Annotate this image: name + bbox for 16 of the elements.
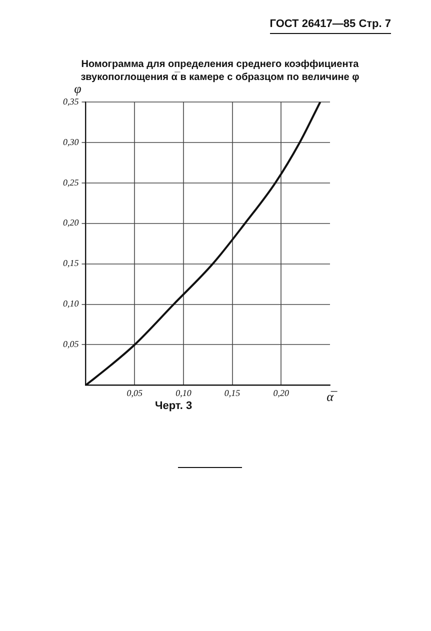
y-tick-label: 0,20 [63, 218, 80, 228]
y-tick-label: 0,10 [63, 298, 80, 309]
x-tick-label: 0,20 [273, 388, 290, 398]
y-tick-label: 0,25 [63, 177, 80, 188]
y-tick-label: 0,35 [63, 96, 80, 106]
y-tick-label: 0,15 [63, 258, 80, 268]
y-axis-title: φ [74, 80, 82, 96]
chart-title: Номограмма для определения среднего коэффициента звукопоглощения α̅ в камере с образцом по величине φ [80, 58, 360, 84]
x-tick-label: 0,10 [176, 388, 192, 398]
x-tick-label: 0,15 [224, 388, 241, 398]
y-tick-label: 0,30 [63, 136, 80, 147]
text: ГОСТ 26417—85 Стр. 7 [270, 18, 391, 34]
x-tick-label: 0,05 [126, 388, 143, 398]
x-axis-title: α̅ [326, 389, 338, 404]
text: Черт. 3 [155, 400, 192, 412]
y-tick-label: 0,05 [63, 339, 80, 350]
